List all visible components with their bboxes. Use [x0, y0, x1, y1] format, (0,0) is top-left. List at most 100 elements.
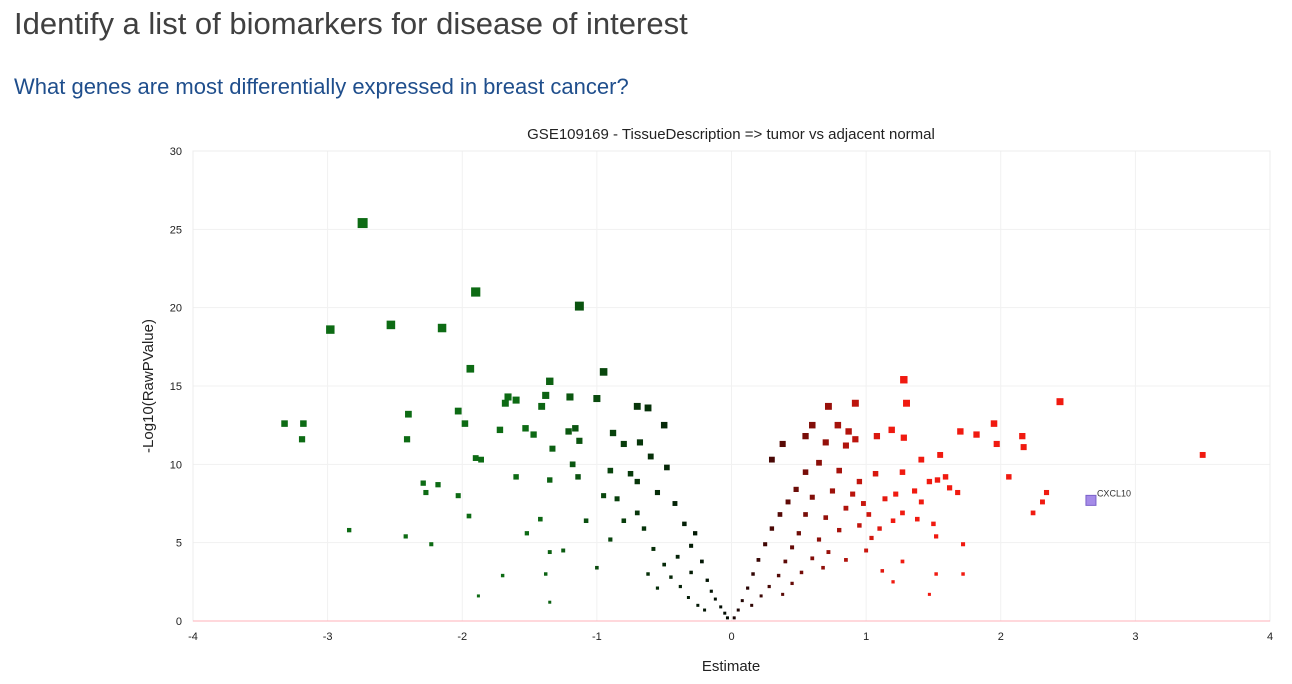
- up-regulated-point: [900, 559, 905, 564]
- down-regulated-point: [614, 496, 620, 502]
- up-regulated-point: [829, 488, 836, 494]
- up-regulated-point: [821, 565, 825, 570]
- up-regulated-point: [736, 608, 740, 612]
- up-regulated-point: [822, 439, 829, 446]
- y-tick-labels: 0 5 10 15 20 25 30: [170, 146, 182, 628]
- down-regulated-point: [693, 531, 698, 536]
- up-regulated-point: [850, 491, 856, 497]
- up-regulated-point: [864, 548, 869, 553]
- down-regulated-point: [593, 395, 601, 403]
- up-regulated-point: [799, 570, 804, 575]
- down-regulated-point: [641, 526, 647, 531]
- x-tick-label: -4: [188, 631, 198, 643]
- down-regulated-point: [705, 578, 709, 582]
- down-regulated-point: [634, 510, 640, 516]
- up-regulated-point: [1056, 398, 1064, 406]
- up-regulated-point: [877, 526, 882, 531]
- data-points: [281, 218, 1206, 620]
- up-regulated-point: [826, 550, 831, 555]
- up-regulated-point: [880, 569, 885, 573]
- down-regulated-point: [572, 425, 579, 432]
- up-regulated-point: [779, 440, 786, 448]
- down-regulated-point: [476, 594, 480, 598]
- down-regulated-point: [574, 301, 584, 311]
- up-regulated-point: [783, 559, 788, 564]
- down-regulated-point: [723, 611, 727, 615]
- up-regulated-point: [837, 527, 842, 533]
- chart-title: GSE109169 - TissueDescription => tumor v…: [527, 126, 935, 143]
- down-regulated-point: [530, 431, 537, 438]
- up-regulated-point: [802, 469, 809, 475]
- down-regulated-point: [403, 436, 411, 443]
- x-tick-label: 0: [728, 631, 734, 643]
- up-regulated-point: [857, 523, 862, 528]
- down-regulated-point: [583, 518, 589, 524]
- up-regulated-point: [759, 594, 763, 598]
- down-regulated-point: [662, 562, 667, 567]
- up-regulated-point: [942, 474, 949, 480]
- up-regulated-point: [961, 572, 965, 576]
- down-regulated-point: [725, 616, 729, 620]
- annotation-layer: CXCL10: [1085, 488, 1131, 506]
- up-regulated-point: [860, 501, 866, 506]
- up-regulated-point: [866, 512, 872, 517]
- down-regulated-point: [403, 534, 408, 539]
- x-tick-label: -1: [592, 631, 602, 643]
- up-regulated-point: [937, 451, 944, 458]
- x-tick-label: 3: [1132, 631, 1138, 643]
- up-regulated-point: [1043, 489, 1050, 496]
- down-regulated-point: [569, 461, 576, 468]
- y-tick-label: 5: [176, 538, 182, 550]
- down-regulated-point: [454, 407, 462, 415]
- down-regulated-point: [496, 426, 504, 434]
- up-regulated-point: [790, 545, 795, 550]
- down-regulated-point: [689, 570, 693, 575]
- down-regulated-point: [689, 543, 694, 548]
- up-regulated-point: [900, 376, 908, 384]
- down-regulated-point: [326, 325, 335, 334]
- x-tick-label: -3: [323, 631, 333, 643]
- up-regulated-point: [934, 572, 938, 576]
- down-regulated-point: [719, 605, 723, 609]
- down-regulated-point: [435, 482, 441, 488]
- up-regulated-point: [843, 505, 849, 511]
- down-regulated-point: [466, 364, 475, 373]
- y-tick-label: 25: [170, 224, 182, 236]
- down-regulated-point: [686, 596, 690, 599]
- down-regulated-point: [500, 573, 505, 578]
- y-tick-label: 15: [170, 381, 182, 393]
- x-axis-label: Estimate: [702, 658, 760, 675]
- down-regulated-point: [664, 464, 670, 471]
- up-regulated-point: [776, 573, 781, 578]
- down-regulated-point: [543, 572, 548, 576]
- down-regulated-point: [405, 410, 412, 418]
- up-regulated-point: [810, 556, 815, 561]
- down-regulated-point: [546, 377, 554, 385]
- down-regulated-point: [437, 323, 447, 333]
- down-regulated-point: [599, 368, 608, 376]
- down-regulated-point: [654, 489, 661, 496]
- down-regulated-point: [538, 402, 546, 410]
- down-regulated-point: [621, 518, 627, 524]
- slide-title: Identify a list of biomarkers for diseas…: [14, 6, 688, 41]
- down-regulated-point: [512, 396, 520, 404]
- up-regulated-point: [961, 542, 966, 547]
- up-regulated-point: [1019, 432, 1026, 440]
- down-regulated-point: [522, 425, 529, 432]
- up-regulated-point: [934, 477, 941, 483]
- down-regulated-point: [660, 421, 668, 429]
- down-regulated-point: [634, 478, 640, 485]
- up-regulated-point: [891, 580, 895, 584]
- down-regulated-point: [547, 477, 553, 483]
- down-regulated-point: [429, 542, 434, 547]
- x-tick-labels: -4 -3 -2 -1 0 1 2 3 4: [188, 631, 1273, 643]
- down-regulated-point: [298, 436, 306, 443]
- y-tick-label: 30: [170, 146, 182, 158]
- down-regulated-point: [595, 565, 599, 570]
- down-regulated-point: [672, 501, 678, 506]
- up-regulated-point: [852, 436, 859, 443]
- down-regulated-point: [423, 489, 429, 496]
- up-regulated-point: [873, 432, 881, 440]
- up-regulated-point: [844, 558, 848, 562]
